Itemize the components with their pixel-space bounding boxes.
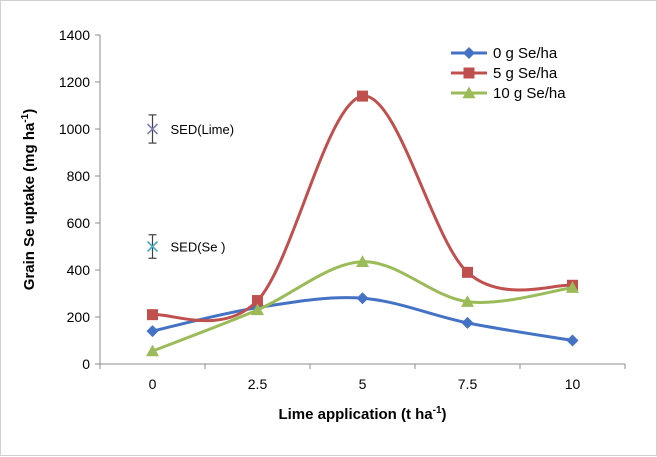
data-point-series-0-2 — [356, 292, 369, 305]
data-point-series-2-0 — [146, 344, 159, 357]
x-axis-title-sup: -1 — [433, 405, 442, 416]
y-tick-label: 400 — [67, 262, 91, 278]
y-axis-title-main: Grain Se uptake (mg ha — [21, 122, 38, 290]
y-axis-title-sup: -1 — [20, 113, 31, 122]
legend-marker-1 — [463, 67, 475, 79]
data-point-series-2-4 — [566, 281, 579, 293]
data-point-series-1-2 — [357, 90, 368, 102]
legend-label-0: 0 g Se/ha — [493, 45, 558, 62]
legend-label-2: 10 g Se/ha — [493, 85, 566, 102]
data-point-series-0-3 — [461, 316, 474, 329]
y-axis-title-end: ) — [21, 109, 38, 114]
y-tick-label: 800 — [67, 168, 91, 184]
data-point-series-1-3 — [462, 266, 473, 278]
x-axis-title-end: ) — [442, 406, 447, 423]
data-point-series-1-0 — [147, 309, 158, 321]
data-point-series-2-1 — [251, 303, 264, 316]
data-point-series-1-1 — [252, 295, 263, 307]
y-tick-label: 1000 — [59, 121, 90, 137]
x-axis-title: Lime application (t ha-1) — [278, 405, 446, 423]
x-tick-label: 7.5 — [458, 376, 478, 392]
x-axis-title-main: Lime application (t ha — [278, 406, 433, 423]
x-tick-label: 10 — [565, 376, 581, 392]
x-tick-label: 0 — [149, 376, 157, 392]
data-point-series-2-3 — [461, 295, 474, 307]
y-axis-title: Grain Se uptake (mg ha-1) — [20, 109, 38, 290]
y-tick-label: 1400 — [59, 27, 90, 43]
y-tick-label: 0 — [82, 356, 90, 372]
y-tick-label: 200 — [67, 309, 91, 325]
data-point-series-0-0 — [146, 325, 159, 338]
sed-label: SED(Se ) — [171, 240, 226, 255]
legend-marker-2 — [462, 86, 476, 99]
x-tick-label: 5 — [359, 376, 367, 392]
sed-label: SED(Lime) — [171, 122, 235, 137]
y-tick-label: 1200 — [59, 74, 90, 90]
sed-marker — [146, 123, 159, 135]
sed-marker — [146, 240, 159, 253]
series-line-2 — [151, 260, 573, 353]
legend-marker-0 — [463, 47, 475, 59]
data-point-series-2-2 — [356, 255, 369, 267]
data-point-series-0-4 — [566, 334, 579, 347]
x-tick-label: 2.5 — [248, 376, 268, 392]
legend-label-1: 5 g Se/ha — [493, 65, 558, 82]
y-tick-label: 600 — [67, 215, 91, 231]
